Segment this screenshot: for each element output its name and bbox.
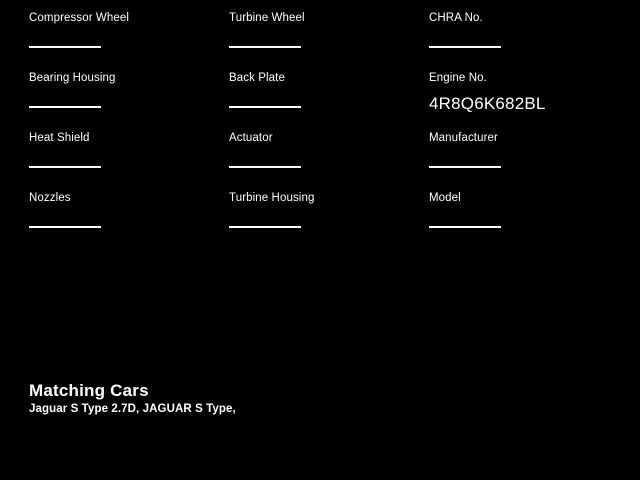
spec-field-label: Bearing Housing <box>29 72 116 84</box>
spec-field-engine-no[interactable]: Engine No. 4R8Q6K682BL <box>429 72 614 132</box>
spec-field-rule <box>29 166 101 168</box>
spec-field-compressor-wheel[interactable]: Compressor Wheel <box>29 12 229 72</box>
spec-field-back-plate[interactable]: Back Plate <box>229 72 429 132</box>
spec-field-model[interactable]: Model <box>429 192 614 252</box>
spec-field-rule <box>229 106 301 108</box>
spec-field-rule <box>29 226 101 228</box>
spec-field-label: Heat Shield <box>29 132 90 144</box>
spec-field-label: Turbine Wheel <box>229 12 305 24</box>
spec-field-label: Compressor Wheel <box>29 12 130 24</box>
spec-field-label: Actuator <box>229 132 273 144</box>
spec-field-rule <box>429 226 501 228</box>
spec-field-rule <box>29 106 101 108</box>
spec-field-label: Turbine Housing <box>229 192 315 204</box>
spec-field-heat-shield[interactable]: Heat Shield <box>29 132 229 192</box>
spec-field-rule <box>229 166 301 168</box>
spec-field-rule <box>29 46 101 48</box>
spec-field-label: Model <box>429 192 461 204</box>
spec-field-rule <box>429 166 501 168</box>
spec-field-turbine-wheel[interactable]: Turbine Wheel <box>229 12 429 72</box>
spec-field-manufacturer[interactable]: Manufacturer <box>429 132 614 192</box>
matching-cars-title: Matching Cars <box>29 381 149 400</box>
spec-field-label: Engine No. <box>429 72 487 84</box>
matching-cars-section: Matching Cars Jaguar S Type 2.7D, JAGUAR… <box>29 381 609 416</box>
spec-field-label: Manufacturer <box>429 132 498 144</box>
spec-field-label: Nozzles <box>29 192 71 204</box>
spec-field-chra-no[interactable]: CHRA No. <box>429 12 614 72</box>
spec-field-label: CHRA No. <box>429 12 483 24</box>
spec-field-actuator[interactable]: Actuator <box>229 132 429 192</box>
spec-field-grid: Compressor Wheel Turbine Wheel CHRA No. … <box>29 12 614 252</box>
spec-field-bearing-housing[interactable]: Bearing Housing <box>29 72 229 132</box>
spec-field-rule <box>229 46 301 48</box>
spec-field-value-engine-no: 4R8Q6K682BL <box>429 94 546 113</box>
spec-field-rule <box>429 46 501 48</box>
spec-field-rule <box>229 226 301 228</box>
spec-field-nozzles[interactable]: Nozzles <box>29 192 229 252</box>
spec-field-turbine-housing[interactable]: Turbine Housing <box>229 192 429 252</box>
spec-field-label: Back Plate <box>229 72 285 84</box>
matching-cars-list: Jaguar S Type 2.7D, JAGUAR S Type, <box>29 403 236 415</box>
